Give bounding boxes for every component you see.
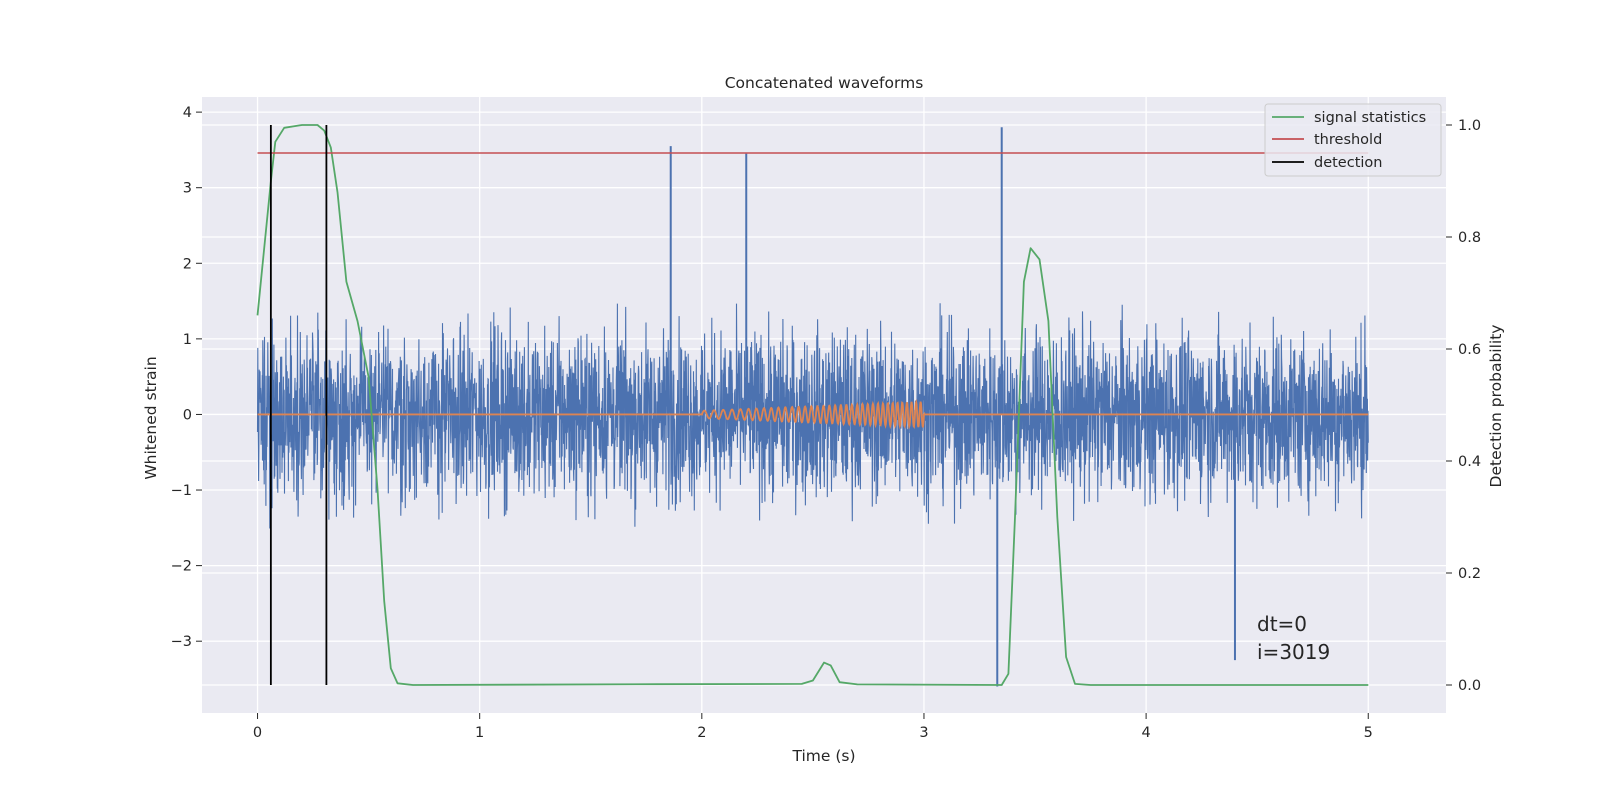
annotation-dt: dt=0	[1257, 612, 1307, 636]
y2-tick-label: 0.0	[1458, 678, 1481, 694]
y-axis-label: Whitened strain	[142, 356, 160, 479]
strain-line	[256, 303, 1369, 529]
strain-series	[256, 127, 1369, 687]
detection-series	[269, 125, 328, 685]
annotation-index: i=3019	[1257, 640, 1330, 664]
y-tick-label: 3	[183, 181, 192, 197]
legend-frame	[1264, 103, 1442, 177]
legend-label-statistics: signal statistics	[1314, 110, 1426, 126]
axes: 0 1 2 3 4 5 −3 −2 −1 0 1 2 3 4 0.0 0.2 0.4 0.6 0.8 1.0	[171, 105, 1481, 741]
statistics-line	[256, 124, 1369, 686]
y-tick-label: 2	[183, 256, 192, 272]
y2-tick-label: 1.0	[1458, 118, 1481, 134]
legend-label-threshold: threshold	[1314, 132, 1382, 148]
injection-series	[257, 398, 1369, 430]
chart-title: Concatenated waveforms	[725, 74, 924, 92]
x-axis-label: Time (s)	[791, 747, 855, 765]
injection-line	[257, 398, 1369, 430]
x-tick-label: 3	[919, 725, 928, 741]
x-tick-label: 4	[1141, 725, 1150, 741]
y2-tick-label: 0.2	[1458, 566, 1481, 582]
y-tick-label: −2	[171, 559, 192, 575]
x-tick-label: 1	[475, 725, 484, 741]
y-tick-label: −1	[171, 483, 192, 499]
x-tick-label: 2	[697, 725, 706, 741]
y2-tick-label: 0.4	[1458, 454, 1481, 470]
y2-tick-label: 0.6	[1458, 342, 1481, 358]
x-tick-label: 0	[253, 725, 262, 741]
y-tick-label: −3	[171, 634, 192, 650]
y2-axis-label: Detection probability	[1487, 325, 1505, 488]
x-tick-label: 5	[1364, 725, 1373, 741]
y-tick-label: 1	[183, 332, 192, 348]
legend: signal statistics threshold detection	[1264, 103, 1442, 177]
statistics-series	[256, 124, 1369, 686]
legend-label-detection: detection	[1314, 155, 1382, 171]
y2-tick-label: 0.8	[1458, 230, 1481, 246]
y-tick-label: 0	[183, 407, 192, 423]
y-tick-label: 4	[183, 105, 192, 121]
